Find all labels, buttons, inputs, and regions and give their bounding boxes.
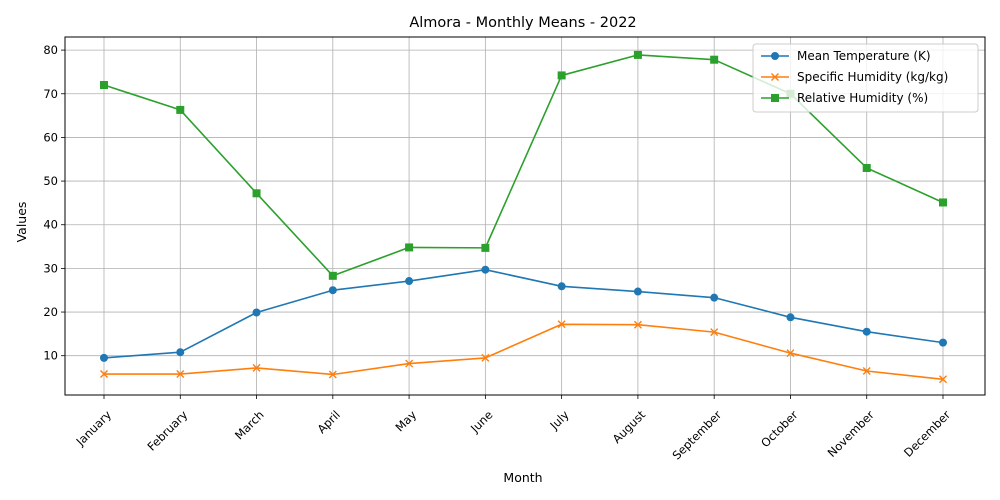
x-marker-stroke [862,366,871,375]
data-point [786,349,795,358]
x-tick-label: November [825,407,877,459]
data-point [405,243,414,252]
x-tick-label: December [901,407,953,459]
data-point [633,287,642,296]
x-marker-stroke [771,73,779,81]
data-point [557,71,566,80]
x-marker-stroke [939,375,947,384]
data-point [176,105,185,114]
legend-swatch-marker [771,73,779,81]
x-tick-label: September [669,408,724,463]
data-point [862,163,871,172]
data-point [405,359,414,368]
data-point [633,320,642,329]
y-tick-label: 40 [43,218,58,232]
data-point [862,366,871,375]
legend: Mean Temperature (K) Specific Humidity (k… [752,43,979,113]
legend-label: Relative Humidity (%) [797,91,928,105]
series-1 [100,265,947,362]
y-tick-label: 10 [43,349,58,363]
data-point [405,277,414,286]
data-point [862,327,871,336]
data-point [557,320,566,329]
y-tick-label: 20 [43,305,58,319]
legend-box [752,43,979,113]
x-tick-label: March [232,408,267,443]
data-point [328,370,337,379]
data-point [710,293,719,302]
data-point [557,282,566,291]
data-point [176,370,185,379]
data-point [939,338,947,347]
legend-item: Specific Humidity (kg/kg) [761,70,948,84]
y-tick-label: 70 [43,87,58,101]
data-point [481,243,490,252]
data-point [100,81,108,90]
data-point [481,353,490,362]
x-tick-label: May [392,408,419,435]
x-axis-label: Month [503,470,542,485]
data-point [252,308,261,317]
x-marker-stroke [100,370,108,379]
x-marker-stroke [405,359,414,368]
series-2 [100,320,947,384]
x-marker-stroke [328,370,337,379]
y-tick-label: 50 [43,174,58,188]
data-point [786,313,795,322]
data-point [939,198,947,207]
y-axis-label: Values [14,202,29,243]
legend-item: Relative Humidity (%) [761,91,928,105]
y-tick-label: 60 [43,130,58,144]
data-point [100,353,108,362]
x-marker-stroke [252,363,261,372]
x-marker-stroke [481,353,490,362]
x-marker-stroke [557,320,566,329]
data-point [939,375,947,384]
data-point [100,370,108,379]
legend-swatch-marker [771,52,779,60]
x-tick-label: July [547,408,572,433]
data-point [328,286,337,295]
x-marker-stroke [710,328,719,337]
x-tick-label: February [144,408,190,454]
series-line [103,268,944,359]
data-point [176,348,185,357]
x-tick-label: October [758,407,801,450]
legend-label: Specific Humidity (kg/kg) [797,70,948,84]
data-point [710,328,719,337]
legend-item: Mean Temperature (K) [761,49,931,63]
x-tick-label: June [467,408,495,436]
y-tick-label: 80 [43,43,58,57]
data-point [328,271,337,280]
chart-title: Almora - Monthly Means - 2022 [409,15,636,31]
series-line [104,323,944,381]
x-marker-stroke [176,370,185,379]
data-point [633,50,642,59]
plot-frame [64,36,986,396]
x-tick-label: January [73,408,115,450]
legend-label: Mean Temperature (K) [797,49,931,63]
data-point [710,55,719,64]
x-marker-stroke [786,349,795,358]
x-tick-label: August [610,407,649,446]
legend-swatch-marker [771,94,779,102]
x-marker-stroke [633,320,642,329]
y-tick-label: 30 [43,261,58,275]
data-point [481,265,490,274]
data-point [252,189,261,198]
x-tick-label: April [314,408,342,436]
data-point [252,363,261,372]
